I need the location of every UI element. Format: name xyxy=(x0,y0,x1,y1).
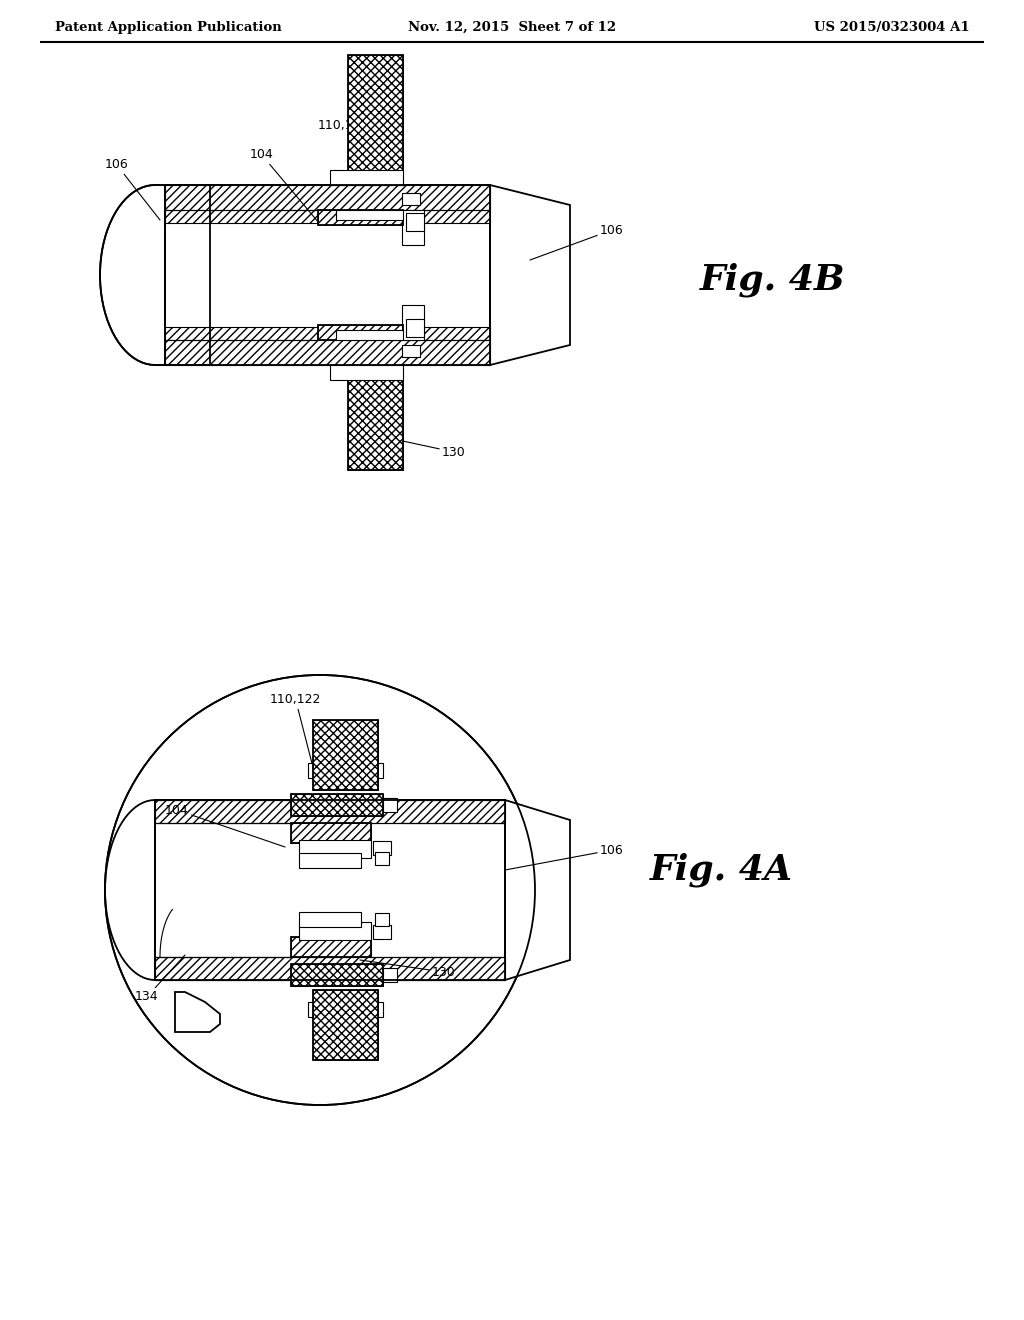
Bar xyxy=(318,325,403,341)
Bar xyxy=(348,375,403,470)
Bar xyxy=(308,763,383,777)
Bar xyxy=(313,990,378,1060)
Bar xyxy=(291,822,371,843)
Bar xyxy=(383,799,397,812)
Bar xyxy=(316,224,403,325)
Bar xyxy=(299,921,371,940)
Bar xyxy=(308,1002,383,1016)
Bar xyxy=(291,795,383,816)
Bar xyxy=(165,185,490,366)
Bar xyxy=(348,55,403,176)
Bar xyxy=(155,957,505,979)
Bar xyxy=(406,213,424,231)
Text: 106: 106 xyxy=(505,843,624,870)
Text: US 2015/0323004 A1: US 2015/0323004 A1 xyxy=(814,21,970,33)
Bar xyxy=(165,185,490,223)
Bar xyxy=(165,327,490,366)
Text: Patent Application Publication: Patent Application Publication xyxy=(55,21,282,33)
Bar xyxy=(330,366,403,380)
Text: Fig. 4B: Fig. 4B xyxy=(700,263,846,297)
Polygon shape xyxy=(100,185,210,366)
Bar xyxy=(318,325,403,341)
Bar xyxy=(299,912,361,927)
Text: 110,122: 110,122 xyxy=(318,119,370,177)
Bar xyxy=(291,822,371,843)
Polygon shape xyxy=(105,800,205,979)
Text: 130: 130 xyxy=(398,440,466,458)
Bar xyxy=(313,719,378,789)
Bar xyxy=(402,210,424,246)
Bar xyxy=(348,55,403,176)
Bar xyxy=(155,957,505,979)
Bar xyxy=(155,800,505,822)
Bar xyxy=(155,800,505,979)
Text: 106: 106 xyxy=(105,158,160,220)
Bar xyxy=(155,800,505,979)
Bar xyxy=(402,305,424,341)
Polygon shape xyxy=(505,800,570,979)
Bar xyxy=(313,719,378,789)
Bar xyxy=(348,375,403,470)
Text: 110,122: 110,122 xyxy=(270,693,322,775)
Text: Nov. 12, 2015  Sheet 7 of 12: Nov. 12, 2015 Sheet 7 of 12 xyxy=(408,21,616,33)
Bar xyxy=(330,170,403,185)
Bar xyxy=(155,800,505,822)
Bar xyxy=(402,345,420,356)
Text: Fig. 4A: Fig. 4A xyxy=(650,853,793,887)
Text: 104: 104 xyxy=(250,149,340,248)
Text: 104: 104 xyxy=(165,804,285,847)
Polygon shape xyxy=(176,993,219,1031)
Bar xyxy=(165,327,490,366)
Bar xyxy=(373,841,391,855)
Bar xyxy=(375,851,389,865)
Text: 130: 130 xyxy=(360,960,456,978)
Bar xyxy=(318,210,403,224)
Polygon shape xyxy=(175,993,220,1032)
Bar xyxy=(336,330,403,341)
Bar xyxy=(383,968,397,982)
Bar xyxy=(406,319,424,337)
Bar xyxy=(291,937,371,957)
Bar xyxy=(299,853,361,869)
Bar xyxy=(291,795,383,816)
Bar xyxy=(291,964,383,986)
Bar xyxy=(299,840,371,858)
Bar xyxy=(313,990,378,1060)
Circle shape xyxy=(105,675,535,1105)
Bar xyxy=(336,210,403,220)
Bar xyxy=(373,925,391,939)
Text: 134: 134 xyxy=(135,954,185,1003)
Bar xyxy=(375,913,389,927)
Bar xyxy=(291,964,383,986)
Bar xyxy=(291,937,371,957)
Bar xyxy=(318,210,403,224)
Text: 106: 106 xyxy=(530,223,624,260)
Bar xyxy=(286,843,381,937)
Bar xyxy=(165,185,490,366)
Bar xyxy=(165,185,490,223)
Bar xyxy=(402,193,420,205)
Polygon shape xyxy=(490,185,570,366)
